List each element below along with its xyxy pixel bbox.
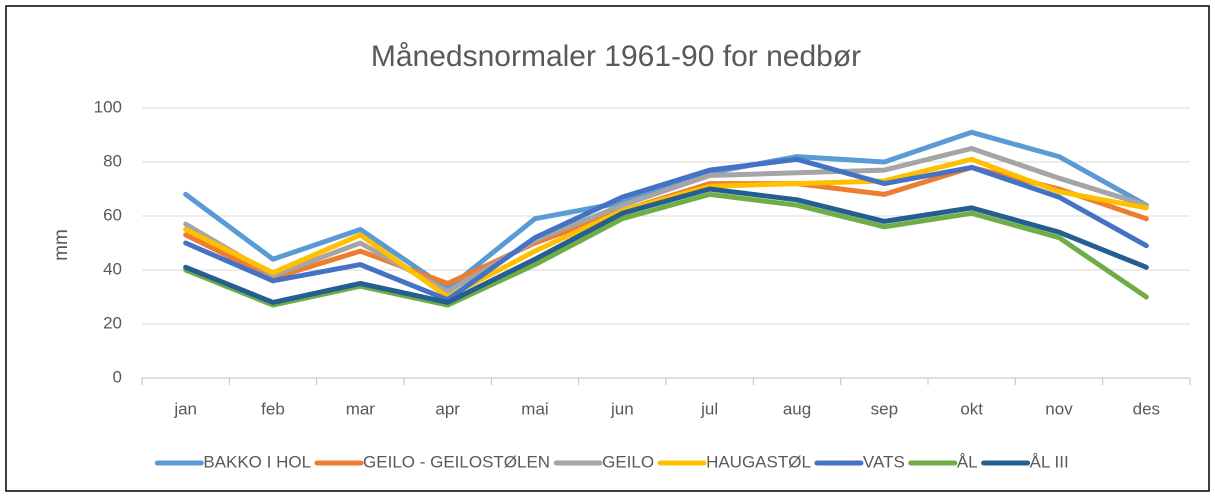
y-tick-label: 20 xyxy=(103,313,122,332)
series-line xyxy=(183,186,1149,305)
legend-label: ÅL xyxy=(957,452,978,471)
x-tick-label: okt xyxy=(960,399,983,418)
x-tick-label: mar xyxy=(346,399,376,418)
y-tick-label: 100 xyxy=(94,97,122,116)
series-line xyxy=(183,156,1149,303)
legend-label: GEILO - GEILOSTØLEN xyxy=(363,452,550,471)
series-line xyxy=(183,156,1149,300)
x-tick-label: aug xyxy=(783,399,811,418)
legend-label: GEILO xyxy=(602,452,654,471)
legend-label: VATS xyxy=(863,452,905,471)
legend-label: ÅL III xyxy=(1030,452,1069,471)
x-tick-label: des xyxy=(1133,399,1160,418)
x-tick-label: sep xyxy=(871,399,898,418)
x-tick-label: feb xyxy=(261,399,285,418)
x-tick-label: jun xyxy=(610,399,634,418)
series-line xyxy=(183,191,1149,308)
chart-border xyxy=(5,5,1210,492)
x-tick-label: apr xyxy=(435,399,460,418)
x-tick-label: jan xyxy=(173,399,197,418)
legend-label: HAUGASTØL xyxy=(706,452,811,471)
x-tick-label: mai xyxy=(521,399,548,418)
x-tick-label: jul xyxy=(700,399,718,418)
series-line xyxy=(183,146,1149,295)
series-line xyxy=(183,129,1149,292)
y-tick-label: 40 xyxy=(103,259,122,278)
x-tick-label: nov xyxy=(1045,399,1073,418)
chart-title: Månedsnormaler 1961-90 for nedbør xyxy=(371,40,861,73)
y-tick-label: 0 xyxy=(113,367,122,386)
y-tick-label: 80 xyxy=(103,151,122,170)
legend: BAKKO I HOL GEILO - GEILOSTØLEN GEILO HAUGA… xyxy=(154,452,1069,471)
y-tick-label: 60 xyxy=(103,205,122,224)
y-axis-label: mm xyxy=(51,229,72,261)
legend-label: BAKKO I HOL xyxy=(203,452,311,471)
